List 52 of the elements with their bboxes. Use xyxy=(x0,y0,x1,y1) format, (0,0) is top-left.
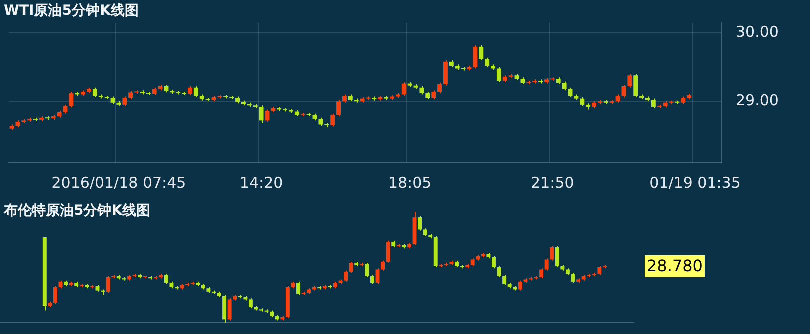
chart-title: WTI原油5分钟K线图 xyxy=(4,2,139,20)
candlestick xyxy=(628,74,632,88)
candlestick xyxy=(296,281,300,296)
candlestick xyxy=(122,96,128,107)
candlestick xyxy=(622,84,626,98)
candlestick xyxy=(443,60,448,86)
candlestick xyxy=(222,294,227,324)
candlestick xyxy=(497,266,502,278)
candlestick xyxy=(651,98,656,109)
candlestick xyxy=(540,268,544,280)
candlestick xyxy=(571,272,576,284)
candlestick xyxy=(349,261,354,274)
y-tick-label: 30.00 xyxy=(736,23,779,42)
candlestick xyxy=(92,87,98,98)
candlestick xyxy=(518,280,522,292)
candlestick xyxy=(106,276,110,294)
candlestick xyxy=(376,268,380,285)
text: 28.780 xyxy=(647,256,703,276)
candlestick xyxy=(164,274,168,285)
candlestick xyxy=(502,274,507,286)
x-tick-label: 2016/01/18 07:45 xyxy=(52,174,186,192)
candlestick xyxy=(492,256,496,270)
candlestick xyxy=(473,45,478,70)
x-tick-label: 01/19 01:35 xyxy=(650,174,741,192)
candlestick xyxy=(53,286,58,305)
candlestick xyxy=(496,66,502,83)
x-tick-label: 14:20 xyxy=(240,174,284,192)
candlestick xyxy=(550,246,554,262)
candlestick xyxy=(418,216,422,232)
candlestick xyxy=(402,82,406,97)
candlestick xyxy=(194,86,198,98)
candlestick xyxy=(634,74,638,98)
x-tick-label: 21:50 xyxy=(531,174,574,192)
candlestick xyxy=(485,57,490,68)
candlestick xyxy=(330,113,336,128)
candlestick xyxy=(228,298,232,322)
candlestick xyxy=(555,246,560,268)
candlestick xyxy=(438,82,442,94)
candlestick xyxy=(568,87,573,98)
candlestick xyxy=(248,298,253,310)
chart-title: 布伦特原油5分钟K线图 xyxy=(4,202,151,220)
candlestick xyxy=(365,262,370,278)
y-tick-label: 29.00 xyxy=(736,91,779,110)
candlestick xyxy=(336,100,342,118)
candlestick xyxy=(344,270,348,282)
candlestick xyxy=(479,45,484,62)
candlestick xyxy=(259,105,264,124)
candlestick xyxy=(386,240,390,264)
candlestick xyxy=(381,260,386,272)
candlestick xyxy=(544,258,549,272)
x-tick-label: 18:05 xyxy=(388,174,432,192)
candlestick xyxy=(69,91,74,108)
